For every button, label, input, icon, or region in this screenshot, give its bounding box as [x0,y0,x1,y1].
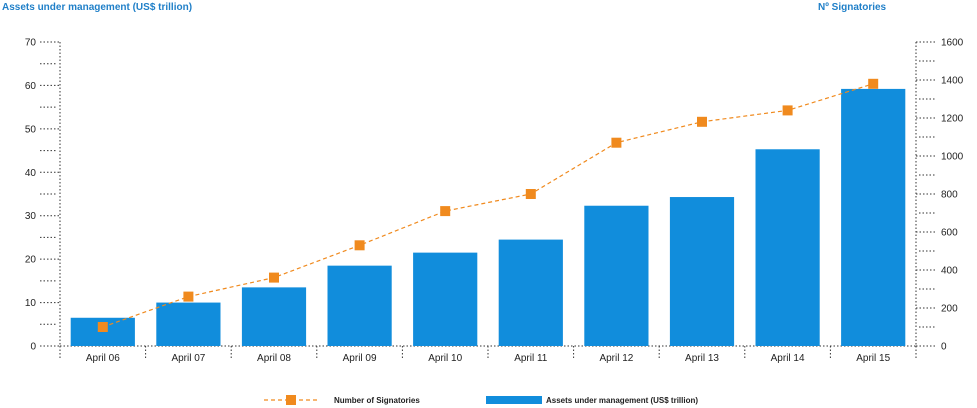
bar [669,197,735,346]
x-tick-label: April 15 [856,353,890,364]
right-tick-label: 1600 [941,38,964,49]
left-tick-label: 10 [25,298,37,309]
x-tick-label: April 07 [171,353,205,364]
left-tick-label: 70 [25,38,37,49]
x-tick-label: April 08 [257,353,291,364]
x-tick-label: April 14 [771,353,805,364]
bar [156,302,221,346]
bar [413,252,478,346]
right-tick-label: 1000 [941,152,964,163]
bar [584,205,649,346]
signatories-line [102,83,874,328]
x-tick-label: April 13 [685,353,719,364]
x-tick-label: April 10 [428,353,462,364]
legend-bar-swatch [486,396,542,404]
signatories-point [782,105,793,116]
bar [841,88,906,346]
signatories-point [354,240,365,251]
signatories-point [269,272,279,283]
signatories-point [611,137,622,148]
signatories-point [697,116,707,127]
left-tick-label: 0 [30,342,36,353]
right-tick-label: 400 [941,266,958,277]
bar [498,239,563,346]
signatories-point [183,291,194,302]
x-tick-label: April 06 [86,353,120,364]
bar [241,287,307,346]
signatories-point [868,78,879,89]
right-tick-label: 600 [941,228,958,239]
right-tick-label: 0 [941,342,947,353]
left-tick-label: 50 [25,124,37,135]
signatories-point [525,189,536,199]
right-tick-label: 200 [941,304,958,315]
left-tick-label: 30 [25,211,37,222]
left-tick-label: 60 [25,81,37,92]
signatories-point [440,206,451,217]
right-tick-label: 1200 [941,114,964,125]
x-tick-label: April 09 [343,353,377,364]
legend-marker-swatch [286,395,296,405]
right-tick-label: 1400 [941,76,964,87]
x-tick-label: April 12 [599,353,633,364]
left-tick-label: 40 [25,168,37,179]
left-tick-label: 20 [25,255,37,266]
bar [755,149,820,346]
legend-label: Number of Signatories [334,396,420,405]
left-axis-title: Assets under management (US$ trillion) [2,2,193,13]
right-tick-label: 800 [941,190,958,201]
signatories-point [97,322,108,332]
bar [327,265,392,346]
right-axis-title: Nº Signatories [818,2,887,13]
legend-label: Assets under management (US$ trillion) [546,396,698,405]
x-tick-label: April 11 [514,353,548,364]
